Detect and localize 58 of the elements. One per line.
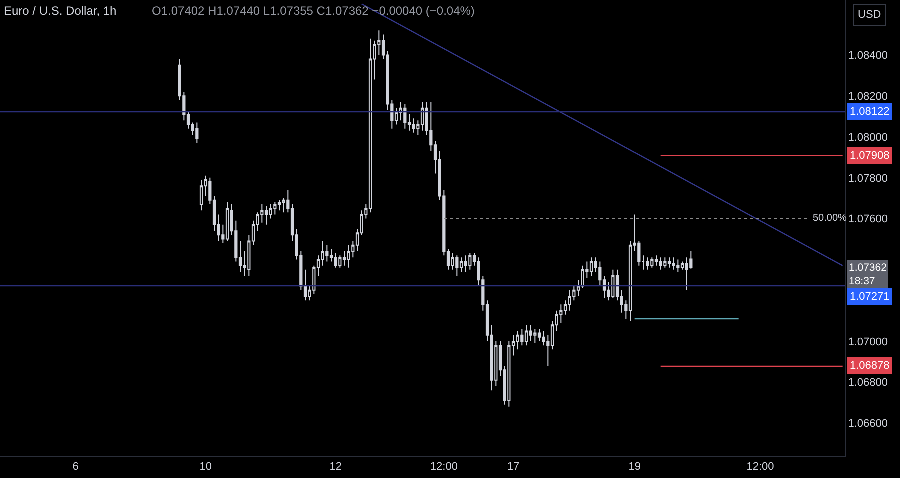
ref-line-label: 1.08122 <box>850 106 890 118</box>
series-label: 50.00% <box>813 213 848 224</box>
y-tick-label: 1.07600 <box>848 214 888 226</box>
text: 1.07362 18:37 <box>849 262 888 288</box>
candlestick <box>659 257 662 270</box>
x-tick-label: 10 <box>200 461 212 474</box>
candlestick <box>278 200 282 212</box>
candlestick <box>264 206 268 226</box>
y-tick-label: 1.08200 <box>848 90 888 103</box>
candlestick <box>646 257 650 270</box>
candlestick <box>650 257 654 268</box>
text: USD <box>858 9 882 21</box>
y-tick-label: 1.07000 <box>848 336 888 348</box>
candlestick <box>347 244 350 268</box>
candlestick <box>456 255 459 277</box>
candlestick <box>664 257 667 268</box>
candlestick <box>226 202 230 242</box>
x-tick-label: 12:00 <box>430 461 458 474</box>
candlestick <box>274 202 277 216</box>
candlestick <box>612 269 615 300</box>
candlestick <box>200 179 204 212</box>
y-tick-label: 1.06600 <box>848 418 888 430</box>
x-tick-label: 19 <box>628 461 641 474</box>
candlestick <box>468 253 472 270</box>
candlestick <box>529 324 532 342</box>
candlestick <box>464 255 468 272</box>
x-tick-label: 6 <box>72 461 79 474</box>
candlestick <box>676 259 680 272</box>
candlestick <box>642 255 646 270</box>
x-tick-label: 17 <box>507 461 520 474</box>
candlestick <box>520 328 524 346</box>
candlestick <box>412 118 416 134</box>
candlestick <box>538 328 542 342</box>
series-label: 1.06878 <box>850 360 890 372</box>
candlestick <box>590 257 594 277</box>
candlestick <box>326 244 329 262</box>
candlestick <box>672 257 676 270</box>
candlestick <box>420 102 424 132</box>
x-tick-label: 12 <box>330 461 342 474</box>
chart-subtitle: O1.07402 H1.07440 L1.07355 C1.07362 −0.00040 (−0.04%) <box>152 4 475 18</box>
candlestick <box>404 104 407 130</box>
chart-title: Euro / U.S. Dollar, 1h <box>4 4 117 18</box>
candlestick <box>654 255 658 266</box>
candlestick <box>460 257 464 272</box>
series-label: 1.07908 <box>850 150 890 162</box>
y-tick-label: 1.08400 <box>848 50 888 62</box>
candlestick <box>524 324 528 346</box>
y-tick-label: 1.07800 <box>848 172 888 185</box>
y-tick-label: 1.06800 <box>848 377 888 390</box>
candlestick <box>568 290 572 312</box>
candlestick <box>196 122 199 144</box>
candlestick <box>534 328 537 344</box>
y-tick-label: 1.08000 <box>848 132 888 144</box>
x-tick-label: 12:00 <box>746 461 774 474</box>
candlestick <box>334 253 338 268</box>
candlestick <box>668 257 672 268</box>
ref-line-label: 1.07271 <box>850 291 890 303</box>
candlestick <box>338 255 342 268</box>
